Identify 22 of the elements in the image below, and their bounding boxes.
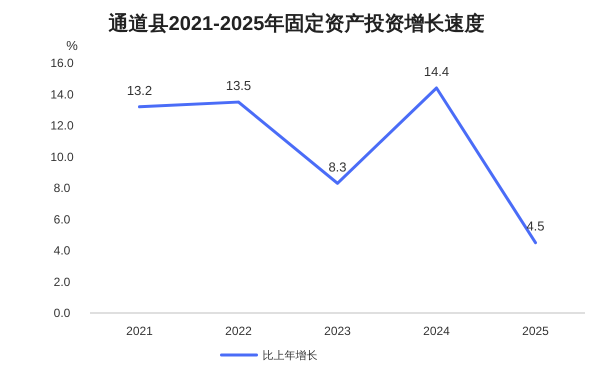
- x-tick-label: 2023: [324, 324, 352, 338]
- y-tick-label: 14.0: [50, 87, 74, 102]
- y-tick-label: 10.0: [50, 150, 74, 164]
- legend-label: 比上年增长: [262, 349, 318, 362]
- chart-title: 通道县2021-2025年固定资产投资增长速度: [108, 12, 484, 35]
- x-tick-label: 2025: [522, 324, 550, 338]
- y-tick-label: 0.0: [54, 306, 71, 320]
- y-tick-label: 2.0: [54, 274, 71, 289]
- data-label: 14.4: [424, 64, 450, 79]
- y-axis-title: %: [66, 38, 78, 53]
- y-tick-label: 6.0: [54, 212, 71, 226]
- data-label: 8.3: [328, 159, 347, 174]
- data-label: 13.5: [226, 78, 252, 94]
- x-tick-label: 2024: [423, 324, 450, 338]
- y-tick-label: 4.0: [54, 244, 71, 258]
- y-tick-label: 12.0: [50, 118, 74, 132]
- y-tick-label: 8.0: [54, 181, 71, 195]
- data-label: 4.5: [526, 218, 545, 234]
- x-tick-label: 2021: [126, 324, 154, 338]
- data-label: 13.2: [126, 82, 152, 98]
- x-tick-label: 2022: [225, 324, 252, 338]
- y-tick-label: 16.0: [50, 56, 74, 70]
